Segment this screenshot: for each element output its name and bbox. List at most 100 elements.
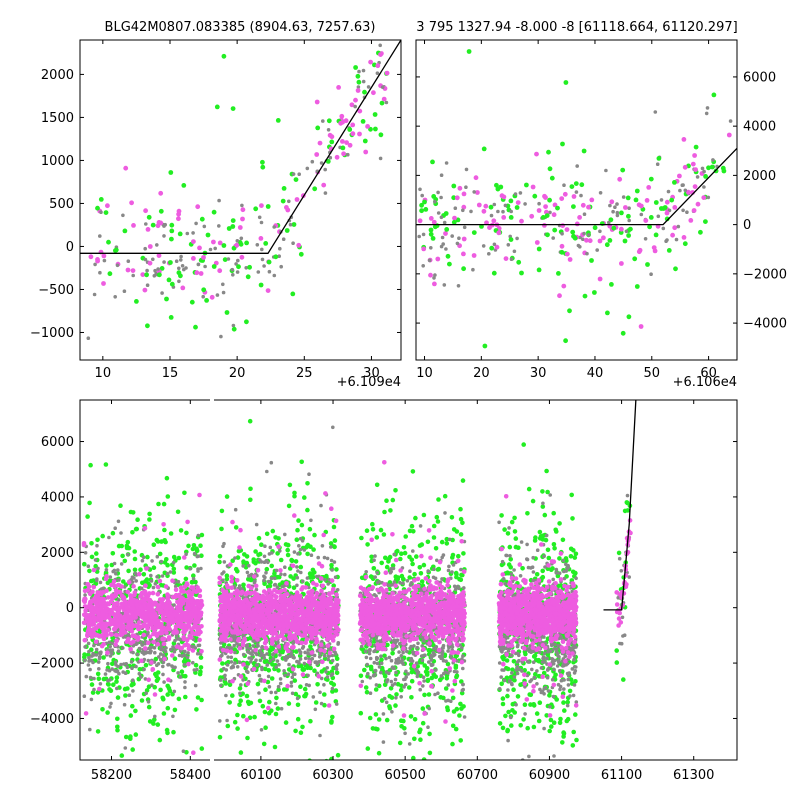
scatter-point (122, 686, 128, 692)
scatter-point (199, 553, 204, 558)
scatter-point (547, 166, 553, 172)
scatter-point (290, 666, 296, 672)
scatter-point (121, 213, 125, 218)
scatter-point (266, 587, 272, 593)
scatter-point (545, 232, 550, 238)
scatter-point (133, 609, 139, 615)
scatter-point (198, 629, 203, 635)
scatter-point (579, 182, 585, 188)
scatter-point (109, 701, 113, 706)
scatter-point (184, 750, 189, 755)
scatter-point (287, 662, 291, 667)
scatter-point (155, 554, 160, 559)
scatter-point (181, 630, 187, 635)
scatter-point (430, 159, 435, 165)
scatter-point (655, 162, 660, 166)
scatter-point (162, 260, 166, 264)
scatter-point (326, 654, 331, 658)
scatter-point (503, 203, 508, 208)
scatter-point (197, 588, 203, 593)
scatter-point (191, 543, 197, 548)
scatter-point (559, 196, 565, 202)
x-tick-label: 10 (95, 366, 112, 381)
scatter-point (334, 670, 340, 676)
top-left-title: BLG42M0807.083385 (8904.63, 7257.63) (105, 20, 376, 35)
scatter-point (131, 223, 136, 228)
scatter-point (103, 672, 108, 676)
scatter-point (87, 656, 91, 660)
scatter-point (147, 582, 152, 588)
scatter-point (132, 576, 136, 580)
scatter-point (492, 202, 497, 207)
scatter-point (330, 634, 335, 639)
scatter-point (305, 551, 310, 557)
scatter-point (315, 649, 320, 653)
scatter-point (252, 714, 257, 720)
scatter-point (224, 648, 230, 654)
scatter-point (91, 567, 97, 573)
scatter-point (138, 567, 143, 572)
scatter-point (146, 214, 152, 220)
y-tick-label: 4000 (743, 120, 776, 135)
scatter-point (677, 173, 682, 179)
scatter-point (82, 654, 87, 660)
scatter-point (293, 604, 299, 610)
scatter-point (327, 650, 333, 656)
scatter-point (99, 591, 104, 597)
scatter-point (233, 525, 239, 530)
scatter-point (331, 583, 337, 588)
scatter-point (257, 698, 263, 704)
scatter-point (450, 234, 455, 238)
scatter-point (236, 548, 242, 554)
scatter-point (368, 126, 373, 132)
scatter-point (160, 574, 165, 578)
scatter-point (154, 623, 159, 628)
scatter-point (626, 233, 631, 238)
scatter-point (287, 615, 293, 620)
scatter-point (158, 687, 163, 693)
scatter-point (238, 241, 244, 247)
scatter-point (287, 482, 293, 488)
scatter-point (297, 544, 301, 548)
scatter-point (329, 562, 334, 568)
scatter-point (615, 213, 620, 218)
scatter-point (91, 584, 97, 590)
scatter-point (608, 203, 612, 208)
scatter-point (476, 202, 482, 208)
scatter-point (584, 237, 589, 243)
scatter-point (362, 89, 367, 95)
scatter-point (287, 566, 293, 571)
scatter-point (101, 636, 107, 642)
scatter-point (104, 588, 109, 593)
scatter-point (114, 679, 119, 684)
scatter-point (475, 190, 480, 195)
scatter-point (191, 750, 196, 755)
scatter-point (163, 584, 169, 589)
scatter-point (339, 113, 345, 119)
scatter-point (626, 314, 632, 320)
scatter-point (144, 222, 148, 226)
scatter-point (107, 271, 113, 277)
scatter-point (597, 238, 603, 244)
scatter-point (155, 631, 160, 637)
scatter-point (101, 586, 105, 591)
scatter-point (189, 299, 195, 305)
scatter-point (289, 557, 294, 563)
scatter-point (107, 668, 112, 673)
scatter-point (116, 519, 121, 524)
scatter-point (101, 655, 106, 660)
scatter-point (317, 140, 323, 146)
scatter-point (196, 554, 201, 558)
scatter-point (561, 283, 567, 289)
scatter-point (147, 646, 152, 650)
scatter-point (133, 526, 139, 532)
scatter-point (139, 640, 143, 644)
scatter-point (177, 231, 183, 237)
scatter-point (312, 668, 317, 673)
scatter-point (223, 681, 228, 686)
scatter-point (262, 653, 266, 658)
scatter-point (264, 531, 270, 537)
scatter-point (253, 583, 259, 589)
scatter-point (249, 657, 254, 661)
scatter-point (101, 253, 107, 259)
